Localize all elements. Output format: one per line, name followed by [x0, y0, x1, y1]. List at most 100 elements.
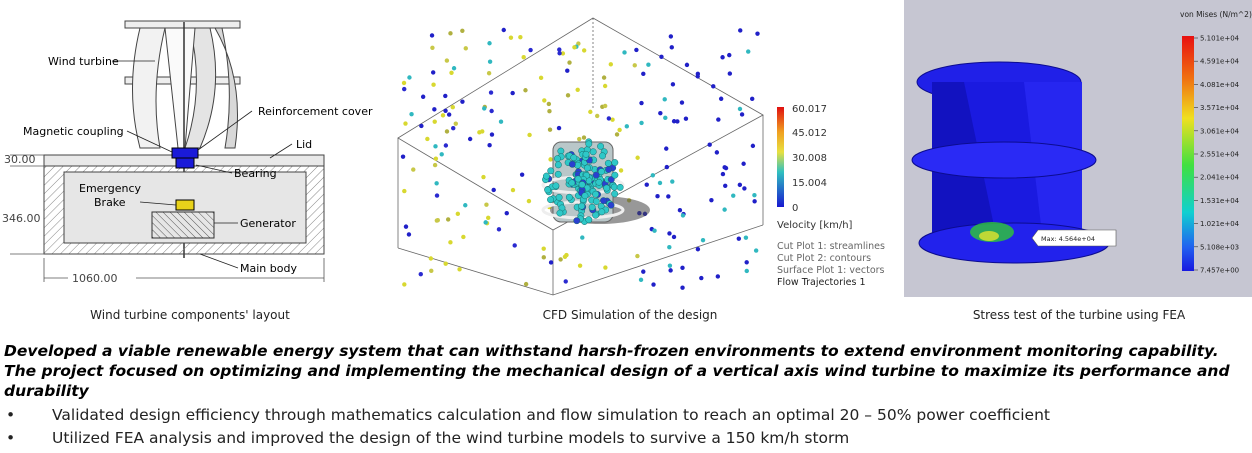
flow-particle [483, 220, 488, 225]
velocity-tick-4: 0 [792, 203, 798, 214]
turbine-layout-drawing: Wind turbine Reinforcement cover Magneti… [2, 20, 373, 285]
caption-cfd: CFD Simulation of the design [542, 308, 718, 322]
flow-particle [557, 51, 562, 56]
flow-particle [655, 193, 660, 199]
flow-particle [580, 235, 585, 240]
bullet-symbol: • [6, 429, 16, 447]
flow-particle [670, 82, 676, 87]
flow-particle [714, 150, 720, 155]
flow-particle [611, 159, 619, 166]
von-mises-tick-label: 2.551e+04 [1200, 151, 1240, 159]
achievement-text-1: Validated design efficiency through math… [52, 406, 1050, 424]
flow-particle [711, 84, 716, 89]
flow-particle [635, 155, 640, 160]
flow-particle [496, 227, 502, 232]
flow-particle [611, 190, 619, 198]
flow-particle [618, 168, 624, 173]
max-stress-label: Max: 4.564e+04 [1041, 235, 1095, 243]
flow-particle [632, 63, 637, 68]
flow-particle [429, 268, 434, 274]
flow-particle [602, 103, 608, 109]
flow-particle [574, 175, 582, 183]
flow-particle [402, 282, 407, 287]
wind-turbine-rotor [124, 20, 241, 258]
flow-particle [577, 263, 583, 268]
flow-particle [604, 159, 612, 167]
flow-particle [663, 115, 668, 121]
von-mises-tick-label: 2.041e+04 [1200, 174, 1240, 182]
flow-particle [552, 182, 560, 190]
flow-particle [547, 167, 555, 175]
flow-particle [443, 143, 449, 148]
flow-particle [512, 243, 517, 248]
flow-particle [639, 100, 644, 106]
flow-particle [723, 165, 729, 171]
flow-particle [588, 203, 596, 211]
project-summary: Developed a viable renewable energy syst… [4, 342, 1230, 400]
von-mises-tick-label: 1.531e+04 [1200, 197, 1240, 205]
flow-particle [583, 164, 591, 172]
flow-particle [521, 55, 526, 60]
flow-particle [409, 111, 414, 117]
flow-particle [581, 135, 587, 140]
flow-particle [641, 71, 646, 77]
flow-particle [489, 108, 494, 114]
flow-particle [518, 34, 523, 40]
flow-particle [508, 35, 514, 40]
von-mises-tick-label: 5.108e+03 [1200, 243, 1239, 251]
flow-particle [720, 55, 725, 60]
flow-particle [463, 46, 468, 51]
flow-particle [651, 282, 656, 287]
flow-particle [662, 97, 667, 102]
flow-particle [547, 109, 552, 114]
bearing [175, 157, 195, 169]
flow-particle [567, 60, 572, 65]
flow-particle [755, 31, 760, 36]
velocity-tick-0: 60.017 [792, 104, 827, 115]
caption-fea: Stress test of the turbine using FEA [972, 308, 1186, 322]
flow-particle [461, 234, 466, 240]
flow-particle [523, 88, 528, 93]
flow-particle [668, 34, 674, 39]
flow-particle [585, 140, 593, 148]
flow-particle [592, 197, 600, 205]
label-brake: Brake [94, 196, 126, 209]
flow-particle [444, 129, 450, 134]
flow-particle [443, 261, 448, 266]
flow-particle [589, 148, 597, 156]
flow-particle [743, 235, 749, 240]
flow-particle [443, 93, 448, 99]
flow-particle [419, 123, 424, 129]
plot-list-item-2: Cut Plot 2: contours [777, 253, 871, 264]
flow-particle [554, 161, 562, 169]
flow-particle [487, 41, 492, 46]
flow-particle [752, 192, 757, 198]
flow-particle [432, 107, 437, 112]
label-lid: Lid [296, 138, 312, 151]
achievement-text-2: Utilized FEA analysis and improved the d… [52, 429, 850, 447]
flow-particle [440, 113, 446, 118]
flow-particle [581, 48, 587, 53]
label-reinforcement-cover: Reinforcement cover [258, 105, 373, 118]
flow-particle [582, 150, 590, 158]
cfd-drawing: 60.017 45.012 30.008 15.004 0 Velocity [… [397, 17, 885, 296]
flow-particle [467, 136, 473, 142]
flow-particle [716, 117, 721, 122]
flow-particle [480, 129, 485, 134]
flow-particle [548, 260, 554, 265]
flow-particle [727, 52, 732, 58]
flow-particle [635, 253, 640, 259]
von-mises-tick-label: 5.101e+04 [1200, 35, 1240, 43]
achievement-item-1: • Validated design efficiency through ma… [0, 404, 1248, 427]
flow-particle [433, 156, 439, 161]
flow-particle [548, 157, 553, 162]
fea-turbine-model [911, 61, 1110, 264]
flow-particle [431, 82, 436, 87]
flow-particle [723, 183, 728, 188]
magnetic-coupling [171, 147, 199, 159]
plot-list-item-4: Flow Trajectories 1 [777, 277, 866, 288]
flow-particle [425, 136, 430, 142]
flow-particle [659, 54, 664, 60]
flow-particle [744, 260, 749, 265]
flow-particle [576, 41, 581, 46]
